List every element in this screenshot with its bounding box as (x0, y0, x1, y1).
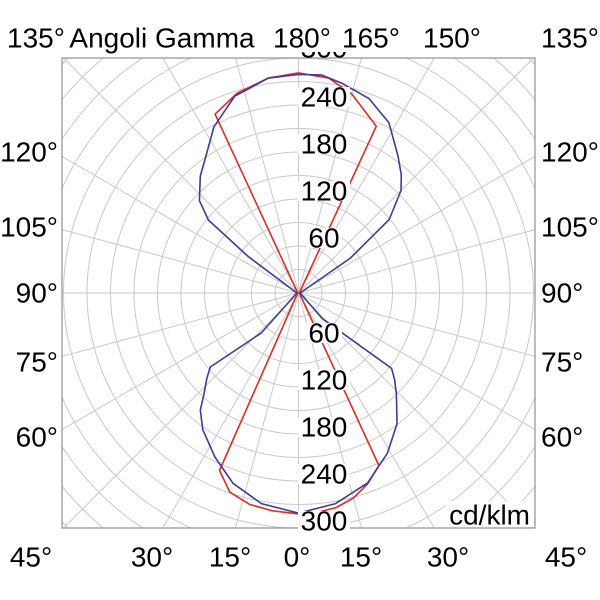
grid-radial-line (62, 58, 299, 294)
radial-tick-label: 60 (308, 223, 339, 254)
top-label-band (0, 0, 600, 52)
gamma-label-bottom: 0° (284, 542, 311, 573)
grid-radial-line (298, 292, 535, 431)
radial-tick-label: 300 (301, 505, 348, 536)
radial-tick-label: 180 (301, 411, 348, 442)
radial-tick-label: 120 (301, 364, 348, 395)
unit-label: cd/klm (449, 500, 530, 531)
unit-label-backdrop (446, 501, 534, 527)
radial-tick-label: 60 (308, 317, 339, 348)
gamma-label-bottom: 45° (545, 542, 587, 573)
gamma-label-bottom: 15° (340, 542, 382, 573)
gamma-label-left: 75° (16, 347, 58, 378)
gamma-label-top: 135° (541, 23, 599, 54)
grid-radial-line (298, 292, 535, 357)
gamma-label-top: 135° (7, 23, 65, 54)
gamma-label-left: 105° (0, 212, 58, 243)
grid-radial-line (162, 58, 299, 294)
grid-radial-line (298, 58, 535, 294)
gamma-label-bottom: 30° (131, 542, 173, 573)
grid-radial-line (235, 58, 299, 294)
grid-radial-line (235, 292, 299, 528)
gamma-label-bottom: 15° (209, 542, 251, 573)
grid-radial-line (62, 229, 299, 294)
grid-radial-line (298, 229, 535, 294)
radial-tick-label: 120 (301, 176, 348, 207)
radial-tick-backdrop (298, 416, 350, 437)
gamma-label-right: 120° (541, 137, 599, 168)
radial-tick-backdrop (298, 134, 350, 155)
curves-group (198, 72, 403, 515)
grid-radial-line (298, 155, 535, 294)
grid-radial-line (62, 155, 299, 294)
grid-radial-line (162, 292, 299, 528)
radial-tick-backdrop (306, 322, 342, 343)
radial-tick-backdrop (306, 228, 342, 249)
radial-tick-backdrop (298, 369, 350, 390)
gamma-label-right: 90° (541, 278, 583, 309)
gamma-label-top: 165° (342, 23, 400, 54)
gamma-label-top: 150° (423, 23, 481, 54)
radial-tick-label: 240 (301, 82, 348, 113)
gamma-label-right: 105° (541, 212, 599, 243)
radial-tick-backdrop (298, 87, 350, 108)
radial-tick-backdrop (298, 510, 350, 531)
gamma-label-left: 60° (16, 422, 58, 453)
gamma-label-left: 90° (16, 278, 58, 309)
grid-radial-line (62, 292, 299, 357)
radial-tick-label: 180 (301, 129, 348, 160)
intensity-curve-blue (198, 73, 403, 514)
grid-radial-line (62, 292, 299, 431)
radial-tick-backdrop (298, 181, 350, 202)
gamma-label-top: 180° (273, 23, 331, 54)
gamma-label-right: 60° (541, 422, 583, 453)
gamma-label-bottom: 30° (427, 542, 469, 573)
grid-radial-line (62, 292, 299, 528)
gamma-label-bottom: 45° (10, 542, 52, 573)
grid-radial-line (298, 292, 362, 528)
radial-tick-label: 240 (301, 458, 348, 489)
gamma-label-left: 120° (0, 137, 58, 168)
gamma-label-right: 75° (541, 347, 583, 378)
radial-tick-backdrop (298, 463, 350, 484)
chart-title: Angoli Gamma (69, 23, 255, 54)
